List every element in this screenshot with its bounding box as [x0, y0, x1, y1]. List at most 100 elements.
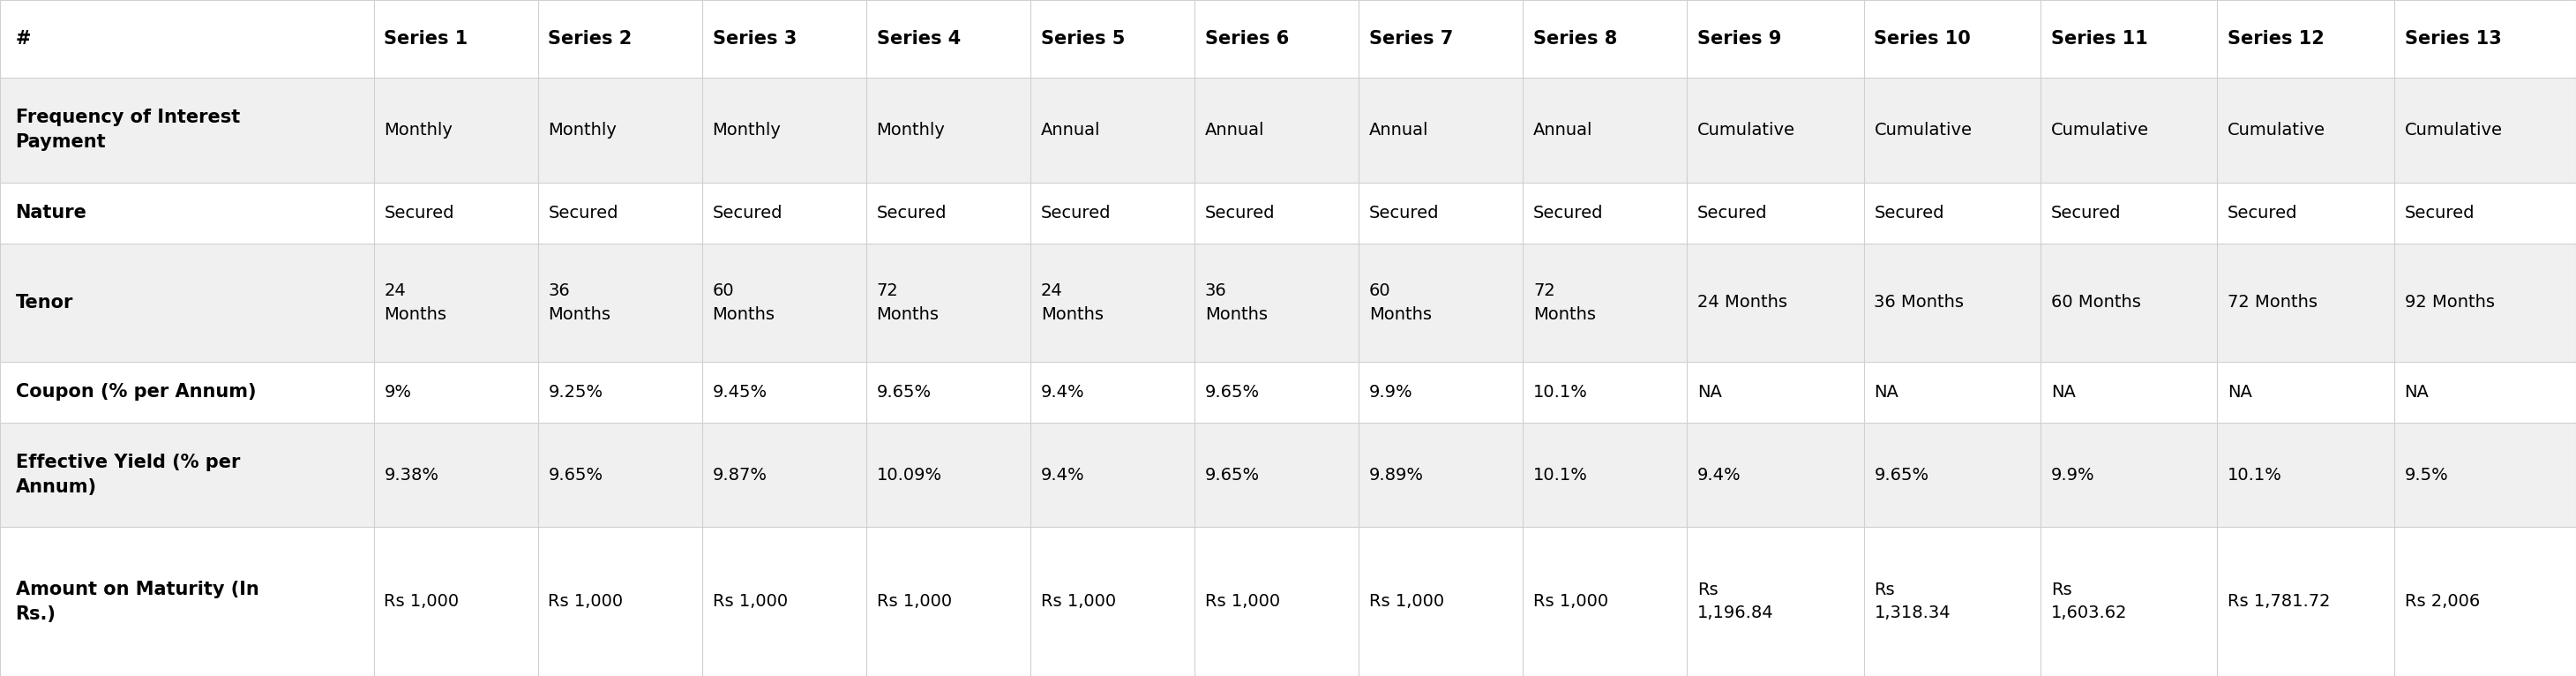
Text: Series 9: Series 9: [1698, 30, 1783, 48]
Bar: [1030, 243, 1195, 362]
Text: Nature: Nature: [15, 204, 88, 222]
Text: Amount on Maturity (In
Rs.): Amount on Maturity (In Rs.): [15, 581, 258, 623]
Text: Rs 1,000: Rs 1,000: [1041, 594, 1115, 610]
Bar: [538, 527, 703, 676]
Text: Secured: Secured: [549, 205, 618, 221]
Bar: [703, 422, 866, 527]
Text: 9.4%: 9.4%: [1041, 384, 1084, 400]
Text: 10.1%: 10.1%: [2228, 466, 2282, 483]
Text: Annual: Annual: [1368, 122, 1430, 139]
Bar: [538, 0, 703, 78]
Text: 24
Months: 24 Months: [384, 283, 446, 322]
Bar: [1358, 362, 1522, 422]
Bar: [1865, 362, 2040, 422]
Bar: [2040, 527, 2218, 676]
Bar: [1358, 527, 1522, 676]
Bar: [866, 183, 1030, 243]
Text: 92 Months: 92 Months: [2403, 294, 2494, 311]
Text: Series 12: Series 12: [2228, 30, 2324, 48]
Text: 9.87%: 9.87%: [714, 466, 768, 483]
Bar: [2393, 243, 2576, 362]
Bar: [2393, 422, 2576, 527]
Text: 9.65%: 9.65%: [549, 466, 603, 483]
Text: 9.5%: 9.5%: [2403, 466, 2447, 483]
Text: Cumulative: Cumulative: [2050, 122, 2148, 139]
Bar: [703, 362, 866, 422]
Text: 24 Months: 24 Months: [1698, 294, 1788, 311]
Text: Series 1: Series 1: [384, 30, 469, 48]
Bar: [866, 422, 1030, 527]
Bar: [2393, 183, 2576, 243]
Text: Rs
1,603.62: Rs 1,603.62: [2050, 581, 2128, 622]
Text: NA: NA: [2228, 384, 2251, 400]
Text: Rs 2,006: Rs 2,006: [2403, 594, 2481, 610]
Bar: [1030, 362, 1195, 422]
Text: Series 5: Series 5: [1041, 30, 1126, 48]
Bar: [374, 78, 538, 183]
Bar: [1687, 362, 1865, 422]
Bar: [1358, 243, 1522, 362]
Text: 9.38%: 9.38%: [384, 466, 438, 483]
Text: Series 7: Series 7: [1368, 30, 1453, 48]
Text: 72
Months: 72 Months: [1533, 283, 1595, 322]
Bar: [1358, 422, 1522, 527]
Bar: [1687, 78, 1865, 183]
Bar: [1865, 0, 2040, 78]
Bar: [1522, 183, 1687, 243]
Bar: [1522, 422, 1687, 527]
Text: 9.9%: 9.9%: [1368, 384, 1412, 400]
Text: 72
Months: 72 Months: [876, 283, 940, 322]
Text: 60
Months: 60 Months: [1368, 283, 1432, 322]
Text: 36
Months: 36 Months: [1206, 283, 1267, 322]
Bar: [1195, 422, 1358, 527]
Bar: [0, 183, 374, 243]
Text: Series 8: Series 8: [1533, 30, 1618, 48]
Bar: [374, 362, 538, 422]
Text: Secured: Secured: [1041, 205, 1110, 221]
Text: NA: NA: [2050, 384, 2076, 400]
Text: NA: NA: [1875, 384, 1899, 400]
Text: 9.45%: 9.45%: [714, 384, 768, 400]
Text: Rs
1,318.34: Rs 1,318.34: [1875, 581, 1950, 622]
Bar: [538, 362, 703, 422]
Text: Series 6: Series 6: [1206, 30, 1288, 48]
Text: 9.4%: 9.4%: [1698, 466, 1741, 483]
Bar: [0, 243, 374, 362]
Text: Annual: Annual: [1041, 122, 1100, 139]
Bar: [2218, 422, 2393, 527]
Text: Cumulative: Cumulative: [1875, 122, 1973, 139]
Text: Series 11: Series 11: [2050, 30, 2148, 48]
Text: Rs 1,000: Rs 1,000: [384, 594, 459, 610]
Text: 9.65%: 9.65%: [1206, 384, 1260, 400]
Text: Cumulative: Cumulative: [2228, 122, 2326, 139]
Bar: [0, 527, 374, 676]
Bar: [2393, 527, 2576, 676]
Bar: [1030, 422, 1195, 527]
Text: 9.65%: 9.65%: [876, 384, 933, 400]
Bar: [1030, 527, 1195, 676]
Text: 10.1%: 10.1%: [1533, 384, 1587, 400]
Text: NA: NA: [1698, 384, 1721, 400]
Text: Secured: Secured: [1533, 205, 1602, 221]
Bar: [1522, 362, 1687, 422]
Text: Secured: Secured: [1698, 205, 1767, 221]
Bar: [2040, 362, 2218, 422]
Text: Effective Yield (% per
Annum): Effective Yield (% per Annum): [15, 454, 240, 496]
Text: 9.65%: 9.65%: [1875, 466, 1929, 483]
Text: Series 2: Series 2: [549, 30, 631, 48]
Bar: [703, 0, 866, 78]
Bar: [1195, 243, 1358, 362]
Bar: [1687, 183, 1865, 243]
Bar: [2040, 0, 2218, 78]
Text: 10.09%: 10.09%: [876, 466, 943, 483]
Bar: [1030, 183, 1195, 243]
Text: Monthly: Monthly: [876, 122, 945, 139]
Bar: [1865, 243, 2040, 362]
Bar: [538, 422, 703, 527]
Text: Monthly: Monthly: [714, 122, 781, 139]
Bar: [374, 243, 538, 362]
Text: Rs
1,196.84: Rs 1,196.84: [1698, 581, 1775, 622]
Bar: [2393, 362, 2576, 422]
Text: Rs 1,000: Rs 1,000: [876, 594, 951, 610]
Text: Secured: Secured: [1875, 205, 1945, 221]
